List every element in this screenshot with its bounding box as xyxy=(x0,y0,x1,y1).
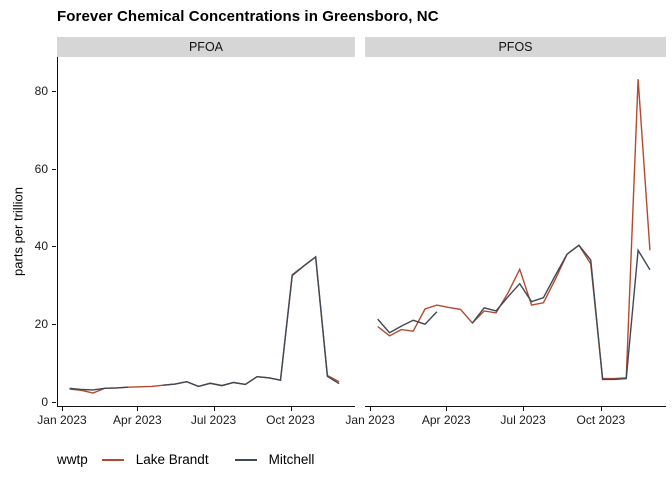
x-tick-label: Jul 2023 xyxy=(190,413,237,427)
facet-canvas-pfoa xyxy=(57,57,355,407)
plot-panel-pfoa xyxy=(57,57,355,407)
x-tick-label: Jan 2023 xyxy=(37,413,87,427)
y-tick-label: 40 xyxy=(34,239,48,254)
x-tick-mark xyxy=(446,407,448,411)
facet-strip-pfoa-label: PFOA xyxy=(188,40,224,54)
x-tick-label: Oct 2023 xyxy=(266,413,315,427)
legend-title: wwtp xyxy=(57,452,88,467)
y-tick-mark xyxy=(52,401,56,403)
y-tick-mark xyxy=(52,90,56,92)
legend: wwtp Lake Brandt Mitchell xyxy=(57,452,340,467)
legend-item-lake-brandt: Lake Brandt xyxy=(101,452,209,467)
y-tick-label: 60 xyxy=(34,161,48,176)
mitchell-line-swatch xyxy=(234,458,257,461)
y-axis-title: parts per trillion xyxy=(10,187,26,276)
x-tick-label: Oct 2023 xyxy=(576,413,626,427)
x-tick-label: Jan 2023 xyxy=(345,413,395,427)
legend-item-mitchell-label: Mitchell xyxy=(268,452,315,467)
y-tick-label: 20 xyxy=(34,317,48,332)
y-tick-mark xyxy=(52,246,56,248)
x-tick-mark xyxy=(290,407,292,411)
legend-item-lake-brandt-label: Lake Brandt xyxy=(135,452,209,467)
x-tick-mark xyxy=(523,407,525,411)
facet-strip-pfos: PFOS xyxy=(365,37,666,57)
y-tick-mark xyxy=(52,168,56,170)
x-tick-mark xyxy=(370,407,372,411)
x-tick-mark xyxy=(62,407,63,411)
plot-panel-pfos xyxy=(365,57,666,407)
line-mitchell-pfos xyxy=(377,244,651,381)
x-tick-label: Apr 2023 xyxy=(421,413,471,427)
lake-brandt-line-swatch xyxy=(101,458,124,461)
line-lake-brandt-pfoa xyxy=(69,255,340,394)
x-tick-mark xyxy=(137,407,139,411)
x-tick-mark xyxy=(600,407,602,411)
facet-strip-pfoa: PFOA xyxy=(57,37,355,57)
x-tick-mark xyxy=(213,407,215,411)
line-lake-brandt-pfos xyxy=(377,79,651,380)
line-mitchell-pfoa xyxy=(69,255,340,391)
y-tick-mark xyxy=(52,324,56,326)
y-tick-label: 0 xyxy=(41,394,48,409)
facet-canvas-pfos xyxy=(365,79,666,407)
facet-strip-pfos-label: PFOS xyxy=(498,40,533,54)
y-tick-label: 80 xyxy=(34,83,48,98)
chart-title: Forever Chemical Concentrations in Green… xyxy=(57,8,439,25)
x-tick-label: Jul 2023 xyxy=(500,413,546,427)
x-tick-label: Apr 2023 xyxy=(113,413,162,427)
legend-item-mitchell: Mitchell xyxy=(234,452,315,467)
